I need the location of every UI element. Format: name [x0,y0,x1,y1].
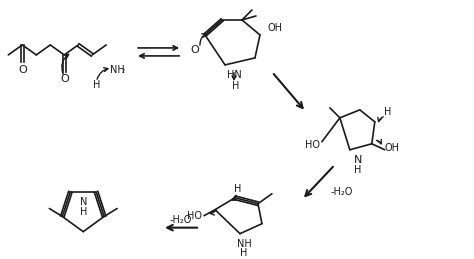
Text: OH: OH [385,143,400,153]
Text: $_{2}$: $_{2}$ [121,68,126,76]
Text: N: N [80,197,87,207]
Text: HO: HO [187,211,202,221]
Text: H: H [234,184,242,194]
Text: HO: HO [305,140,320,150]
Text: O: O [18,65,27,75]
Text: N: N [354,155,362,165]
Text: H: H [240,248,248,258]
Text: O: O [191,45,200,55]
Text: OH: OH [268,23,283,33]
Text: -H₂O: -H₂O [170,215,192,225]
Text: -H₂O: -H₂O [331,187,353,197]
Text: NH: NH [110,65,125,75]
Text: H: H [384,107,392,117]
Text: NH: NH [237,239,251,249]
Text: H: H [354,165,362,175]
Text: H: H [232,81,240,91]
Text: H: H [92,80,100,90]
Text: O: O [60,74,69,84]
Text: HN: HN [227,70,241,80]
Text: H: H [80,207,87,217]
